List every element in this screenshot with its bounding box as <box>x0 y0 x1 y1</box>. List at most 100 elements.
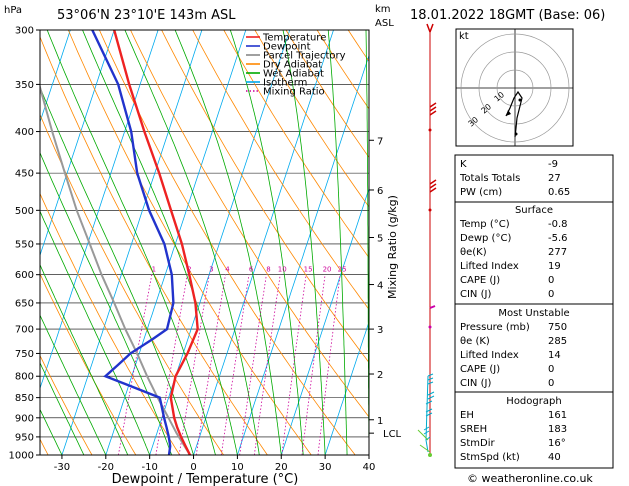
dry-adiabat <box>40 113 224 455</box>
legend-label: Dewpoint <box>263 42 311 53</box>
surface-temp-label: Temp (°C) <box>459 219 510 230</box>
dry-adiabat <box>254 30 369 208</box>
pressure-tick-label: 400 <box>15 127 34 138</box>
pressure-tick-label: 500 <box>15 206 34 217</box>
temperature-tick-label: -30 <box>54 462 70 473</box>
wet-adiabat <box>40 361 85 455</box>
indices-table: K -9 Totals Totals 27 PW (cm) 0.65 Surfa… <box>454 154 614 469</box>
pressure-tick-label: 300 <box>15 26 34 37</box>
mixing-ratio-label: 2 <box>187 266 191 274</box>
temperature-profile <box>113 30 199 455</box>
plot-background <box>40 30 369 455</box>
mu-cape-label: CAPE (J) <box>460 364 500 375</box>
pressure-tick-label: 1000 <box>9 451 34 462</box>
temperature-tick-label: 10 <box>231 462 244 473</box>
mixing-ratio-label: 6 <box>249 266 254 274</box>
stmdir-label: StmDir <box>460 438 495 449</box>
hodograph-frame <box>455 28 574 147</box>
legend-label: Isotherm <box>263 78 307 89</box>
dry-adiabat <box>67 30 312 455</box>
pressure-axis: 300 350 400 450 500 550 600 650 700 750 800 850 900 9… <box>9 26 40 462</box>
dewpoint-profile <box>91 30 175 455</box>
mixing-ratio-line <box>239 274 267 455</box>
wind-barb-staff <box>425 375 429 453</box>
pressure-tick-label: 550 <box>15 239 34 250</box>
footer-credit[interactable]: © weatheronline.co.uk <box>467 472 593 485</box>
asl-label: ASL <box>375 18 394 29</box>
stmspd-label: StmSpd (kt) <box>460 452 520 463</box>
dry-adiabat <box>192 30 369 311</box>
surface-li-value: 19 <box>548 261 561 272</box>
surface-cape-label: CAPE (J) <box>460 275 500 286</box>
height-tick-label: 2 <box>377 370 383 381</box>
mixing-ratio-labels: 1 2 3 4 6 8 10 15 20 25 <box>152 266 347 274</box>
temperature-axis: -30 -20 -10 0 10 20 30 40 <box>54 455 375 473</box>
wet-adiabat <box>40 86 194 455</box>
wind-barbs <box>417 23 437 457</box>
dry-adiabat <box>99 30 356 455</box>
height-tick-label: 7 <box>377 136 383 147</box>
hpa-label: hPa <box>4 5 22 16</box>
wind-barb-stack <box>423 373 435 441</box>
pw-value: 0.65 <box>548 187 570 198</box>
wet-adiabat <box>327 30 348 455</box>
surface-cin-value: 0 <box>548 289 554 300</box>
wind-dot <box>428 208 432 212</box>
dry-adiabat <box>40 192 181 455</box>
height-tick-label: 6 <box>377 186 383 197</box>
tt-label: Totals Totals <box>459 173 520 184</box>
mixing-ratio-line <box>178 274 210 455</box>
dry-adiabat <box>0 30 4 455</box>
temperature-tick-label: 20 <box>275 462 288 473</box>
mu-pressure-label: Pressure (mb) <box>460 322 530 333</box>
height-tick-label: 1 <box>377 416 383 427</box>
k-value: -9 <box>548 159 558 170</box>
hodograph-storm-point <box>518 98 522 102</box>
hodograph-ring <box>460 33 570 143</box>
x-axis-label: Dewpoint / Temperature (°C) <box>112 472 299 486</box>
wet-adiabat <box>174 30 282 455</box>
mu-theta-value: 285 <box>548 336 567 347</box>
height-tick-label: 5 <box>377 233 383 244</box>
km-label: km <box>375 4 391 15</box>
hodograph-ring <box>478 51 552 125</box>
surface-title: Surface <box>515 205 553 216</box>
temperature-tick-label: -10 <box>141 462 157 473</box>
hodograph-indices-title: Hodograph <box>506 396 561 407</box>
wet-adiabat <box>40 263 129 455</box>
surface-temp-value: -0.8 <box>548 219 568 230</box>
legend-label: Dry Adiabat <box>263 60 322 71</box>
mixing-ratio-line <box>253 274 281 455</box>
temperature-tick-label: -20 <box>98 462 114 473</box>
isotherm <box>105 30 247 455</box>
eh-value: 161 <box>548 410 567 421</box>
hodograph-ring <box>496 69 534 107</box>
wet-adiabat <box>124 30 260 455</box>
surface-cin-label: CIN (J) <box>460 289 491 300</box>
height-axis: 1 2 3 4 5 6 7 LCL <box>369 136 402 440</box>
mixing-ratio-line <box>118 274 153 455</box>
mixing-ratio-label: 3 <box>209 266 213 274</box>
wind-dot <box>428 128 432 132</box>
pressure-tick-label: 750 <box>15 349 34 360</box>
location-title: 53°06'N 23°10'E 143m ASL <box>57 8 236 23</box>
tt-value: 27 <box>548 173 561 184</box>
mixing-ratio-line <box>220 274 250 455</box>
legend-label: Wet Adiabat <box>263 69 324 80</box>
hodograph-indices-box <box>454 391 614 469</box>
wind-dot <box>428 325 432 329</box>
isotherm <box>40 30 115 257</box>
dry-adiabat <box>223 30 369 259</box>
dry-adiabat <box>40 354 93 455</box>
pressure-tick-label: 950 <box>15 432 34 443</box>
mixing-ratio-label: 4 <box>225 266 230 274</box>
surface-li-label: Lifted Index <box>460 261 519 272</box>
temperature-tick-label: 0 <box>190 462 196 473</box>
mixing-ratio-line <box>281 274 307 455</box>
mu-cin-label: CIN (J) <box>460 378 491 389</box>
mixing-ratio-label: 8 <box>266 266 270 274</box>
legend-label: Mixing Ratio <box>263 87 325 98</box>
mixing-ratio-line <box>317 274 341 455</box>
